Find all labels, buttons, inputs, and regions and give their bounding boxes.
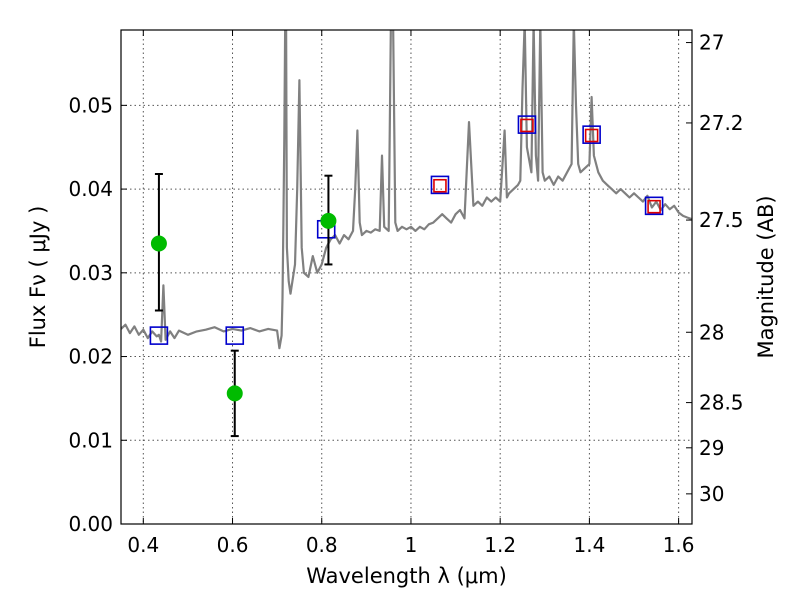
model-photometry-square xyxy=(430,175,450,195)
right-tick-label: 28.5 xyxy=(699,391,744,415)
model-photometry-square xyxy=(225,326,245,345)
spectrum-line xyxy=(121,30,692,350)
y-tick-label: 0.03 xyxy=(68,261,113,285)
axis-ticks: 0.4 0.6 0.8 1 1.2 1.4 1.6 0.00 0.01 0.02 0.03 0.04 0… xyxy=(68,30,744,557)
x-tick-label: 0.6 xyxy=(217,533,249,557)
y-tick-label: 0.05 xyxy=(68,93,113,117)
x-tick-label: 1 xyxy=(405,533,418,557)
detection-point xyxy=(320,212,337,229)
plot-area xyxy=(121,30,692,438)
observed-flux-square xyxy=(647,199,661,214)
x-axis-label: Wavelength λ (μm) xyxy=(306,564,507,588)
right-tick-label: 27 xyxy=(699,31,724,55)
y-tick-label: 0.04 xyxy=(68,177,113,201)
x-tick-label: 0.8 xyxy=(306,533,338,557)
detection-point xyxy=(150,235,167,252)
observed-flux-square xyxy=(520,118,534,133)
observed-flux-square xyxy=(584,128,599,143)
y-axis-label-left: Flux Fν ( μJy ) xyxy=(26,206,50,349)
plot-frame xyxy=(120,29,693,525)
model-photometry-square xyxy=(517,115,537,134)
x-tick-label: 1.2 xyxy=(484,533,516,557)
detection-point xyxy=(226,385,243,402)
x-tick-label: 1.4 xyxy=(573,533,605,557)
model-photometry-square xyxy=(582,125,601,144)
observed-flux-square xyxy=(433,178,447,193)
right-tick-label: 28 xyxy=(699,320,724,344)
grid-lines xyxy=(121,30,692,524)
y-tick-label: 0.00 xyxy=(68,512,113,536)
right-tick-label: 30 xyxy=(699,482,724,506)
right-tick-label: 29 xyxy=(699,436,724,460)
y-axis-label-right: Magnitude (AB) xyxy=(754,195,778,358)
right-tick-label: 27.2 xyxy=(699,111,744,135)
x-tick-label: 1.6 xyxy=(663,533,695,557)
right-tick-label: 27.5 xyxy=(699,208,744,232)
model-photometry-square xyxy=(149,326,169,345)
model-photometry-square xyxy=(644,196,664,216)
y-tick-label: 0.01 xyxy=(68,428,113,452)
x-tick-label: 0.4 xyxy=(127,533,159,557)
y-tick-label: 0.02 xyxy=(68,345,113,369)
